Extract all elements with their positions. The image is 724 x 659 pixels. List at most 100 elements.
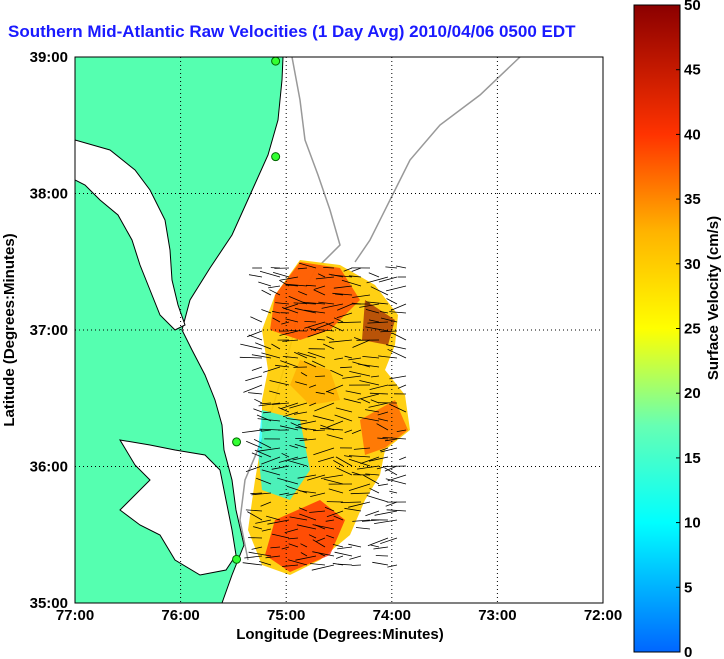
velocity-vector [304, 309, 326, 314]
velocity-vector [251, 366, 263, 371]
colorbar-tick-label: 5 [684, 579, 692, 596]
velocity-vector [250, 492, 263, 495]
colorbar-ticks: 0 5 10 15 20 25 30 35 40 45 50 [676, 0, 701, 659]
velocity-vector [353, 447, 371, 450]
velocity-vector [295, 381, 308, 386]
velocity-vector [380, 447, 398, 453]
velocity-vector [351, 564, 362, 566]
velocity-vector [289, 516, 308, 521]
velocity-vector [343, 398, 362, 404]
velocity-vector [370, 375, 380, 378]
velocity-vector [372, 561, 389, 566]
velocity-vector [301, 301, 326, 305]
velocity-vector [379, 311, 389, 314]
velocity-vector [286, 492, 299, 496]
velocity-vector [280, 402, 299, 409]
colorbar-tick-label: 10 [684, 515, 701, 532]
velocity-vector [263, 411, 272, 414]
velocity-vector [335, 555, 344, 559]
x-tick-label: 75:00 [267, 607, 305, 624]
velocity-vector [269, 289, 281, 296]
velocity-vector [257, 447, 281, 452]
velocity-vector [244, 555, 263, 559]
station-marker [232, 554, 242, 564]
velocity-vector [309, 402, 317, 407]
velocity-vector [387, 348, 407, 359]
velocity-vector [246, 330, 263, 338]
velocity-vector [261, 469, 281, 476]
velocity-vector [252, 526, 263, 530]
velocity-vector [386, 509, 407, 512]
velocity-vector [385, 501, 398, 507]
velocity-vector [334, 414, 353, 422]
velocity-vector [299, 438, 317, 442]
colorbar-tick-label: 20 [684, 385, 701, 402]
velocity-vector [279, 425, 299, 431]
velocity-vector [326, 336, 335, 341]
velocity-vector [386, 285, 407, 292]
velocity-vector [272, 317, 281, 323]
velocity-vector [248, 551, 272, 557]
velocity-vector [333, 285, 353, 289]
velocity-vector [294, 351, 308, 359]
velocity-vector [341, 279, 362, 287]
colorbar [633, 4, 681, 653]
velocity-vector [278, 407, 290, 413]
velocity-vector [292, 456, 308, 461]
velocity-vector [324, 506, 335, 512]
velocity-vector [269, 380, 290, 386]
velocity-vector [337, 303, 353, 311]
velocity-vector [250, 316, 263, 323]
velocity-vector [271, 402, 290, 405]
velocity-vector [297, 352, 317, 359]
velocity-vector [265, 515, 281, 521]
velocity-vector [348, 501, 371, 508]
velocity-vector [245, 375, 263, 382]
velocity-vector [379, 447, 389, 452]
velocity-vector [334, 357, 344, 360]
velocity-vector [368, 402, 389, 408]
velocity-vector [261, 352, 281, 359]
velocity-vector [326, 510, 344, 518]
velocity-vector [312, 415, 335, 422]
velocity-vector [378, 483, 389, 487]
velocity-vector [251, 354, 272, 359]
velocity-vector [389, 490, 398, 494]
velocity-vector [384, 438, 398, 442]
velocity-vector [328, 339, 353, 343]
velocity-vector [300, 552, 308, 557]
velocity-vector [360, 398, 371, 404]
velocity-vector [384, 465, 398, 472]
velocity-vector [376, 423, 389, 431]
velocity-vector [321, 303, 344, 309]
x-tick-label: 74:00 [373, 607, 411, 624]
velocity-vector [297, 420, 317, 426]
velocity-vector [271, 343, 281, 350]
velocity-vector [385, 266, 398, 269]
velocity-vector [366, 301, 389, 305]
velocity-vector [337, 546, 353, 550]
velocity-vector [336, 467, 353, 476]
velocity-vector [298, 291, 308, 296]
velocity-vector [316, 338, 326, 341]
velocity-vector [326, 434, 344, 440]
velocity-vector [387, 564, 398, 568]
velocity-vector [386, 344, 407, 350]
velocity-vector [344, 507, 362, 512]
colorbar-tick-label: 30 [684, 256, 701, 273]
velocity-vector [280, 360, 299, 368]
y-tick-label: 36:00 [30, 459, 68, 476]
velocity-vector [240, 343, 263, 350]
velocity-vector [344, 355, 353, 359]
velocity-vector [288, 295, 308, 305]
velocity-vector [280, 276, 299, 281]
velocity-vector [320, 474, 344, 479]
velocity-vector [304, 321, 326, 329]
velocity-vector [248, 334, 263, 341]
velocity-vector [285, 318, 299, 323]
velocity-vector [295, 426, 317, 431]
velocity-vector [399, 456, 407, 461]
velocity-vector [325, 390, 335, 395]
velocity-vector [288, 284, 299, 287]
velocity-vector [297, 474, 317, 479]
